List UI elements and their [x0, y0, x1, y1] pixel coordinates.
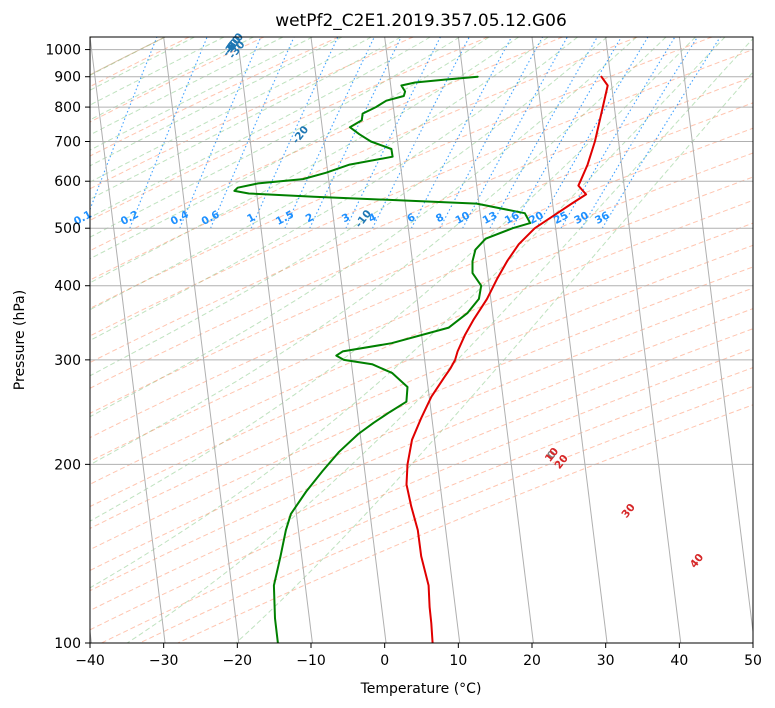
- mixing-ratio-line: [284, 37, 375, 229]
- dry-adiabat: [90, 37, 563, 252]
- x-tick-label: 40: [670, 653, 688, 669]
- temperature-profile: [405, 75, 609, 643]
- isotherm: [605, 37, 682, 643]
- dry-adiabat: [90, 328, 753, 612]
- moist-adiabat: [235, 71, 753, 643]
- x-axis-label: Temperature (°C): [360, 681, 482, 697]
- dry-adiabat: [101, 367, 753, 643]
- dry-adiabat: [90, 347, 753, 631]
- isotherm: [384, 37, 461, 643]
- x-tick-label: −40: [75, 653, 105, 669]
- isotherm: [236, 37, 313, 643]
- y-tick-label: 300: [54, 353, 81, 369]
- x-tick-label: −20: [223, 653, 253, 669]
- moist-adiabat: [90, 37, 372, 183]
- dry-adiabat: [90, 308, 753, 592]
- moist-adiabat: [90, 37, 402, 200]
- isotherm: [163, 37, 240, 643]
- y-tick-label: 700: [54, 134, 81, 150]
- x-tick-label: −10: [296, 653, 326, 669]
- dry-adiabat: [90, 102, 753, 389]
- chart-title: wetPf2_C2E1.2019.357.05.12.G06: [275, 11, 567, 31]
- mixing-ratio-lines: [90, 37, 721, 229]
- dry-adiabat: [90, 176, 753, 462]
- isotherm: [457, 37, 534, 643]
- moist-adiabat: [90, 37, 637, 418]
- dry-adiabat: [90, 127, 753, 414]
- isotherm: [531, 37, 608, 643]
- plot-frame: [89, 36, 754, 644]
- dry-adiabat: [90, 266, 753, 551]
- moist-adiabat: [90, 37, 490, 260]
- mixing-ratio-line: [462, 37, 568, 229]
- dry-adiabat: [90, 152, 753, 439]
- isotherm: [90, 37, 166, 643]
- dry-adiabat: [139, 385, 753, 643]
- isotherm: [310, 37, 387, 643]
- x-tick-label: 0: [380, 653, 389, 669]
- y-tick-label: 200: [54, 457, 81, 473]
- mixing-ratio-line: [511, 37, 622, 229]
- moist-adiabat: [90, 37, 667, 466]
- dewpoint-profile: [233, 75, 532, 643]
- isotherm: [678, 37, 753, 636]
- mixing-ratio-line: [129, 37, 208, 229]
- moist-adiabat: [90, 37, 549, 311]
- moist-adiabat: [90, 37, 431, 219]
- x-tick-label: −30: [149, 653, 179, 669]
- dry-adiabat: [90, 48, 753, 337]
- moist-adiabat: [90, 37, 460, 238]
- grid-lines: [90, 37, 753, 643]
- dry-adiabat: [90, 37, 339, 157]
- dry-adiabat: [90, 287, 753, 572]
- mixing-ratio-line: [489, 37, 598, 229]
- y-tick-label: 1000: [45, 43, 81, 59]
- mixing-ratio-line: [410, 37, 512, 229]
- x-tick-label: 20: [523, 653, 541, 669]
- y-tick-label: 100: [54, 636, 81, 652]
- plot-area: [90, 37, 753, 643]
- isotherm: [752, 37, 753, 42]
- y-tick-label: 800: [54, 100, 81, 116]
- y-tick-label: 600: [54, 174, 81, 190]
- x-tick-label: 50: [744, 653, 762, 669]
- moist-adiabat: [90, 37, 696, 522]
- y-axis-label: Pressure (hPa): [12, 290, 28, 390]
- moist-adiabat: [90, 37, 608, 377]
- y-tick-label: 400: [54, 279, 81, 295]
- y-tick-label: 900: [54, 70, 81, 86]
- profiles: [233, 75, 609, 643]
- moist-adiabat: [126, 37, 753, 643]
- x-tick-label: 10: [449, 653, 467, 669]
- moist-adiabat: [90, 37, 578, 341]
- mixing-ratio-line: [601, 37, 721, 229]
- axis-ticks: −40 −30 −20 −10 0 10 20 30 40 50 100 200 300 400 500 60…: [45, 43, 762, 669]
- mixing-ratio-line: [439, 37, 544, 229]
- y-tick-label: 500: [54, 221, 81, 237]
- dry-adiabat: [90, 37, 265, 123]
- mixing-ratio-line: [372, 37, 470, 229]
- dry-adiabat: [90, 37, 638, 281]
- moist-adiabat: [90, 37, 343, 167]
- x-tick-label: 30: [597, 653, 615, 669]
- mixing-ratio-line: [90, 37, 158, 212]
- dry-adiabat: [90, 76, 753, 364]
- mixing-ratio-line: [345, 37, 441, 229]
